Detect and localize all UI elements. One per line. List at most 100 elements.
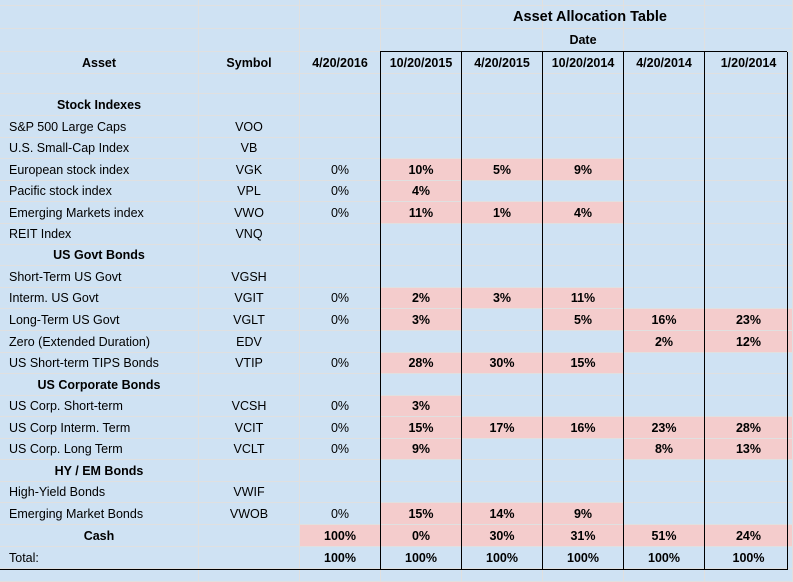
allocation-cell[interactable]: 2% — [381, 288, 462, 309]
allocation-cell[interactable]: 15% — [381, 503, 462, 525]
allocation-cell[interactable]: 11% — [381, 202, 462, 224]
allocation-cell[interactable]: 16% — [624, 309, 705, 331]
allocation-cell[interactable]: 0% — [300, 288, 381, 309]
empty-cell[interactable] — [462, 245, 543, 266]
empty-cell[interactable] — [381, 245, 462, 266]
allocation-cell[interactable]: 13% — [705, 439, 793, 460]
allocation-cell[interactable]: 23% — [705, 309, 793, 331]
total-label[interactable]: Total: — [0, 547, 199, 569]
allocation-cell[interactable] — [705, 353, 793, 374]
allocation-cell[interactable]: 3% — [381, 396, 462, 417]
empty-cell[interactable] — [705, 29, 793, 52]
allocation-cell[interactable] — [705, 159, 793, 181]
empty-cell[interactable] — [0, 6, 199, 29]
allocation-cell[interactable] — [624, 482, 705, 503]
allocation-cell[interactable] — [543, 116, 624, 138]
empty-cell[interactable] — [624, 94, 705, 116]
asset-name[interactable]: REIT Index — [0, 224, 199, 245]
section-header[interactable]: US Govt Bonds — [0, 245, 199, 266]
allocation-cell[interactable] — [300, 331, 381, 353]
allocation-cell[interactable]: 8% — [624, 439, 705, 460]
allocation-cell[interactable] — [543, 181, 624, 202]
empty-cell[interactable] — [462, 94, 543, 116]
allocation-cell[interactable] — [543, 439, 624, 460]
asset-name[interactable]: Interm. US Govt — [0, 288, 199, 309]
allocation-cell[interactable]: 100% — [624, 547, 705, 569]
empty-cell[interactable] — [705, 6, 793, 29]
empty-cell[interactable] — [705, 94, 793, 116]
empty-cell[interactable] — [199, 460, 300, 482]
empty-cell[interactable] — [462, 460, 543, 482]
allocation-cell[interactable] — [705, 224, 793, 245]
allocation-cell[interactable]: 9% — [543, 159, 624, 181]
allocation-cell[interactable]: 28% — [381, 353, 462, 374]
allocation-cell[interactable] — [624, 181, 705, 202]
allocation-cell[interactable] — [705, 288, 793, 309]
allocation-cell[interactable]: 100% — [462, 547, 543, 569]
allocation-cell[interactable]: 28% — [705, 417, 793, 439]
empty-cell[interactable] — [199, 6, 300, 29]
empty-cell[interactable] — [381, 0, 462, 6]
asset-name[interactable]: Short-Term US Govt — [0, 266, 199, 288]
allocation-cell[interactable] — [543, 482, 624, 503]
symbol-cell[interactable]: VNQ — [199, 224, 300, 245]
empty-cell[interactable] — [199, 245, 300, 266]
empty-cell[interactable] — [543, 94, 624, 116]
asset-name[interactable]: Long-Term US Govt — [0, 309, 199, 331]
allocation-cell[interactable] — [462, 138, 543, 159]
allocation-cell[interactable]: 17% — [462, 417, 543, 439]
allocation-cell[interactable] — [624, 202, 705, 224]
allocation-cell[interactable]: 31% — [543, 525, 624, 547]
allocation-cell[interactable] — [462, 482, 543, 503]
asset-name[interactable]: European stock index — [0, 159, 199, 181]
empty-cell[interactable] — [381, 460, 462, 482]
empty-cell[interactable] — [624, 460, 705, 482]
allocation-cell[interactable] — [462, 331, 543, 353]
asset-name[interactable]: Zero (Extended Duration) — [0, 331, 199, 353]
allocation-cell[interactable]: 51% — [624, 525, 705, 547]
symbol-cell[interactable]: VGSH — [199, 266, 300, 288]
allocation-cell[interactable] — [624, 353, 705, 374]
empty-cell[interactable] — [199, 74, 300, 94]
section-header[interactable]: Stock Indexes — [0, 94, 199, 116]
empty-cell[interactable] — [705, 374, 793, 396]
symbol-cell[interactable]: EDV — [199, 331, 300, 353]
header-date[interactable]: 1/20/2014 — [705, 52, 793, 74]
asset-name[interactable]: US Short-term TIPS Bonds — [0, 353, 199, 374]
allocation-cell[interactable] — [300, 266, 381, 288]
symbol-cell[interactable]: VWOB — [199, 503, 300, 525]
empty-cell[interactable] — [624, 29, 705, 52]
header-date[interactable]: 4/20/2016 — [300, 52, 381, 74]
allocation-cell[interactable] — [624, 503, 705, 525]
allocation-cell[interactable]: 100% — [381, 547, 462, 569]
allocation-cell[interactable] — [381, 116, 462, 138]
allocation-cell[interactable]: 0% — [300, 503, 381, 525]
empty-cell[interactable] — [381, 74, 462, 94]
allocation-cell[interactable] — [624, 266, 705, 288]
empty-cell[interactable] — [543, 460, 624, 482]
allocation-cell[interactable] — [381, 482, 462, 503]
empty-cell[interactable] — [705, 245, 793, 266]
empty-cell[interactable] — [624, 0, 705, 6]
allocation-cell[interactable]: 0% — [381, 525, 462, 547]
allocation-cell[interactable]: 12% — [705, 331, 793, 353]
allocation-cell[interactable]: 100% — [705, 547, 793, 569]
symbol-cell[interactable]: VWO — [199, 202, 300, 224]
allocation-cell[interactable]: 0% — [300, 439, 381, 460]
asset-name[interactable]: U.S. Small-Cap Index — [0, 138, 199, 159]
allocation-cell[interactable]: 11% — [543, 288, 624, 309]
symbol-cell[interactable]: VGK — [199, 159, 300, 181]
allocation-cell[interactable]: 5% — [543, 309, 624, 331]
allocation-cell[interactable] — [462, 224, 543, 245]
allocation-cell[interactable] — [543, 396, 624, 417]
empty-cell[interactable] — [462, 6, 543, 29]
header-date[interactable]: 4/20/2015 — [462, 52, 543, 74]
allocation-cell[interactable] — [462, 116, 543, 138]
allocation-cell[interactable]: 30% — [462, 525, 543, 547]
cash-label[interactable]: Cash — [0, 525, 199, 547]
allocation-cell[interactable] — [300, 138, 381, 159]
allocation-cell[interactable] — [624, 396, 705, 417]
empty-cell[interactable] — [199, 374, 300, 396]
empty-cell[interactable] — [705, 460, 793, 482]
allocation-cell[interactable]: 100% — [300, 525, 381, 547]
